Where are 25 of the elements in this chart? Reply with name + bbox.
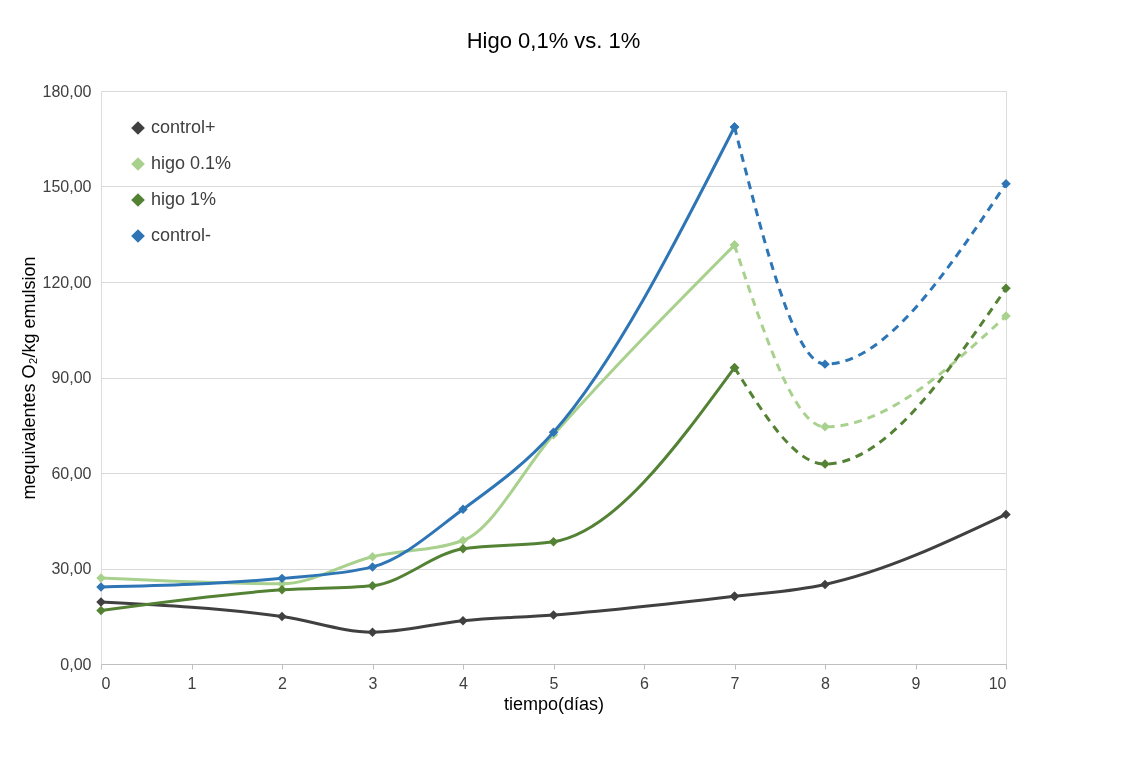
x-tick-label: 5: [549, 674, 559, 692]
legend-label: control-: [151, 225, 212, 245]
x-tick-label: 7: [730, 674, 740, 692]
x-tick-label: 9: [911, 674, 921, 692]
y-tick-label: 120,00: [42, 273, 92, 291]
x-tick-label: 10: [988, 674, 1007, 692]
y-tick-label: 150,00: [42, 178, 92, 195]
y-tick-label: 90,00: [51, 369, 92, 386]
x-tick-label: 3: [368, 674, 378, 692]
y-tick-label: 0,00: [60, 655, 92, 673]
y-tick-label: 60,00: [51, 464, 92, 482]
chart-title: Higo 0,1% vs. 1%: [466, 28, 641, 53]
y-tick-label: 30,00: [51, 560, 92, 577]
x-tick-label: 8: [821, 674, 831, 692]
x-tick-label: 2: [278, 674, 288, 692]
x-tick-label: 4: [459, 674, 469, 692]
y-tick-label: 180,00: [42, 82, 92, 100]
y-axis-title: mequivalentes O₂/kg emulsion: [18, 256, 39, 500]
x-tick-label: 1: [187, 674, 197, 692]
legend-label: control+: [151, 117, 216, 137]
legend-label: higo 1%: [151, 189, 217, 209]
x-tick-label: 0: [101, 674, 111, 692]
x-axis-title: tiempo(días): [503, 693, 605, 714]
x-tick-label: 6: [640, 674, 650, 692]
legend-label: higo 0.1%: [151, 153, 232, 173]
